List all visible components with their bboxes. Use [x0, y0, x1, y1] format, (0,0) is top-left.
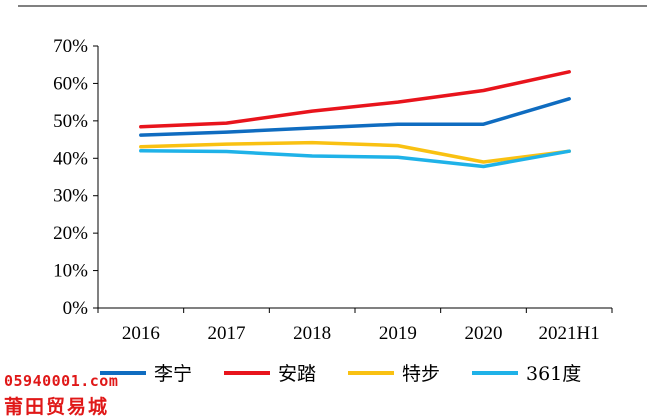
y-axis: 0% 10% 20% 30% 40% 50% 60% 70% — [53, 36, 99, 319]
legend-label: 特步 — [402, 363, 440, 385]
y-tick-label: 10% — [53, 261, 88, 282]
x-axis: 2016 2017 2018 2019 2020 2021H1 — [97, 307, 613, 344]
legend-label: 安踏 — [278, 363, 316, 385]
series-lines — [139, 70, 571, 169]
y-tick-label: 40% — [53, 148, 88, 169]
x-tick-label: 2017 — [208, 323, 246, 344]
watermark-text: 莆田贸易城 — [4, 396, 110, 418]
y-tick-label: 0% — [63, 298, 89, 319]
series-line-4 — [139, 149, 571, 169]
y-tick-label: 60% — [53, 73, 88, 94]
y-tick-label: 70% — [53, 36, 88, 57]
series-line-1 — [139, 97, 571, 137]
legend-label: 李宁 — [154, 363, 192, 385]
x-tick-label: 2018 — [293, 323, 331, 344]
watermark-url: 05940001.com — [4, 372, 119, 390]
y-tick-label: 50% — [53, 111, 88, 132]
series-line-2 — [139, 70, 571, 129]
x-tick-label: 2019 — [379, 323, 417, 344]
series-line-3 — [139, 140, 571, 164]
y-tick-label: 20% — [53, 223, 88, 244]
x-tick-label: 2016 — [122, 323, 160, 344]
legend: 李宁 安踏 特步 361度 — [100, 363, 581, 385]
legend-label: 361度 — [526, 363, 581, 385]
x-tick-label: 2020 — [465, 323, 503, 344]
y-tick-label: 30% — [53, 186, 88, 207]
x-tick-label: 2021H1 — [539, 323, 600, 344]
